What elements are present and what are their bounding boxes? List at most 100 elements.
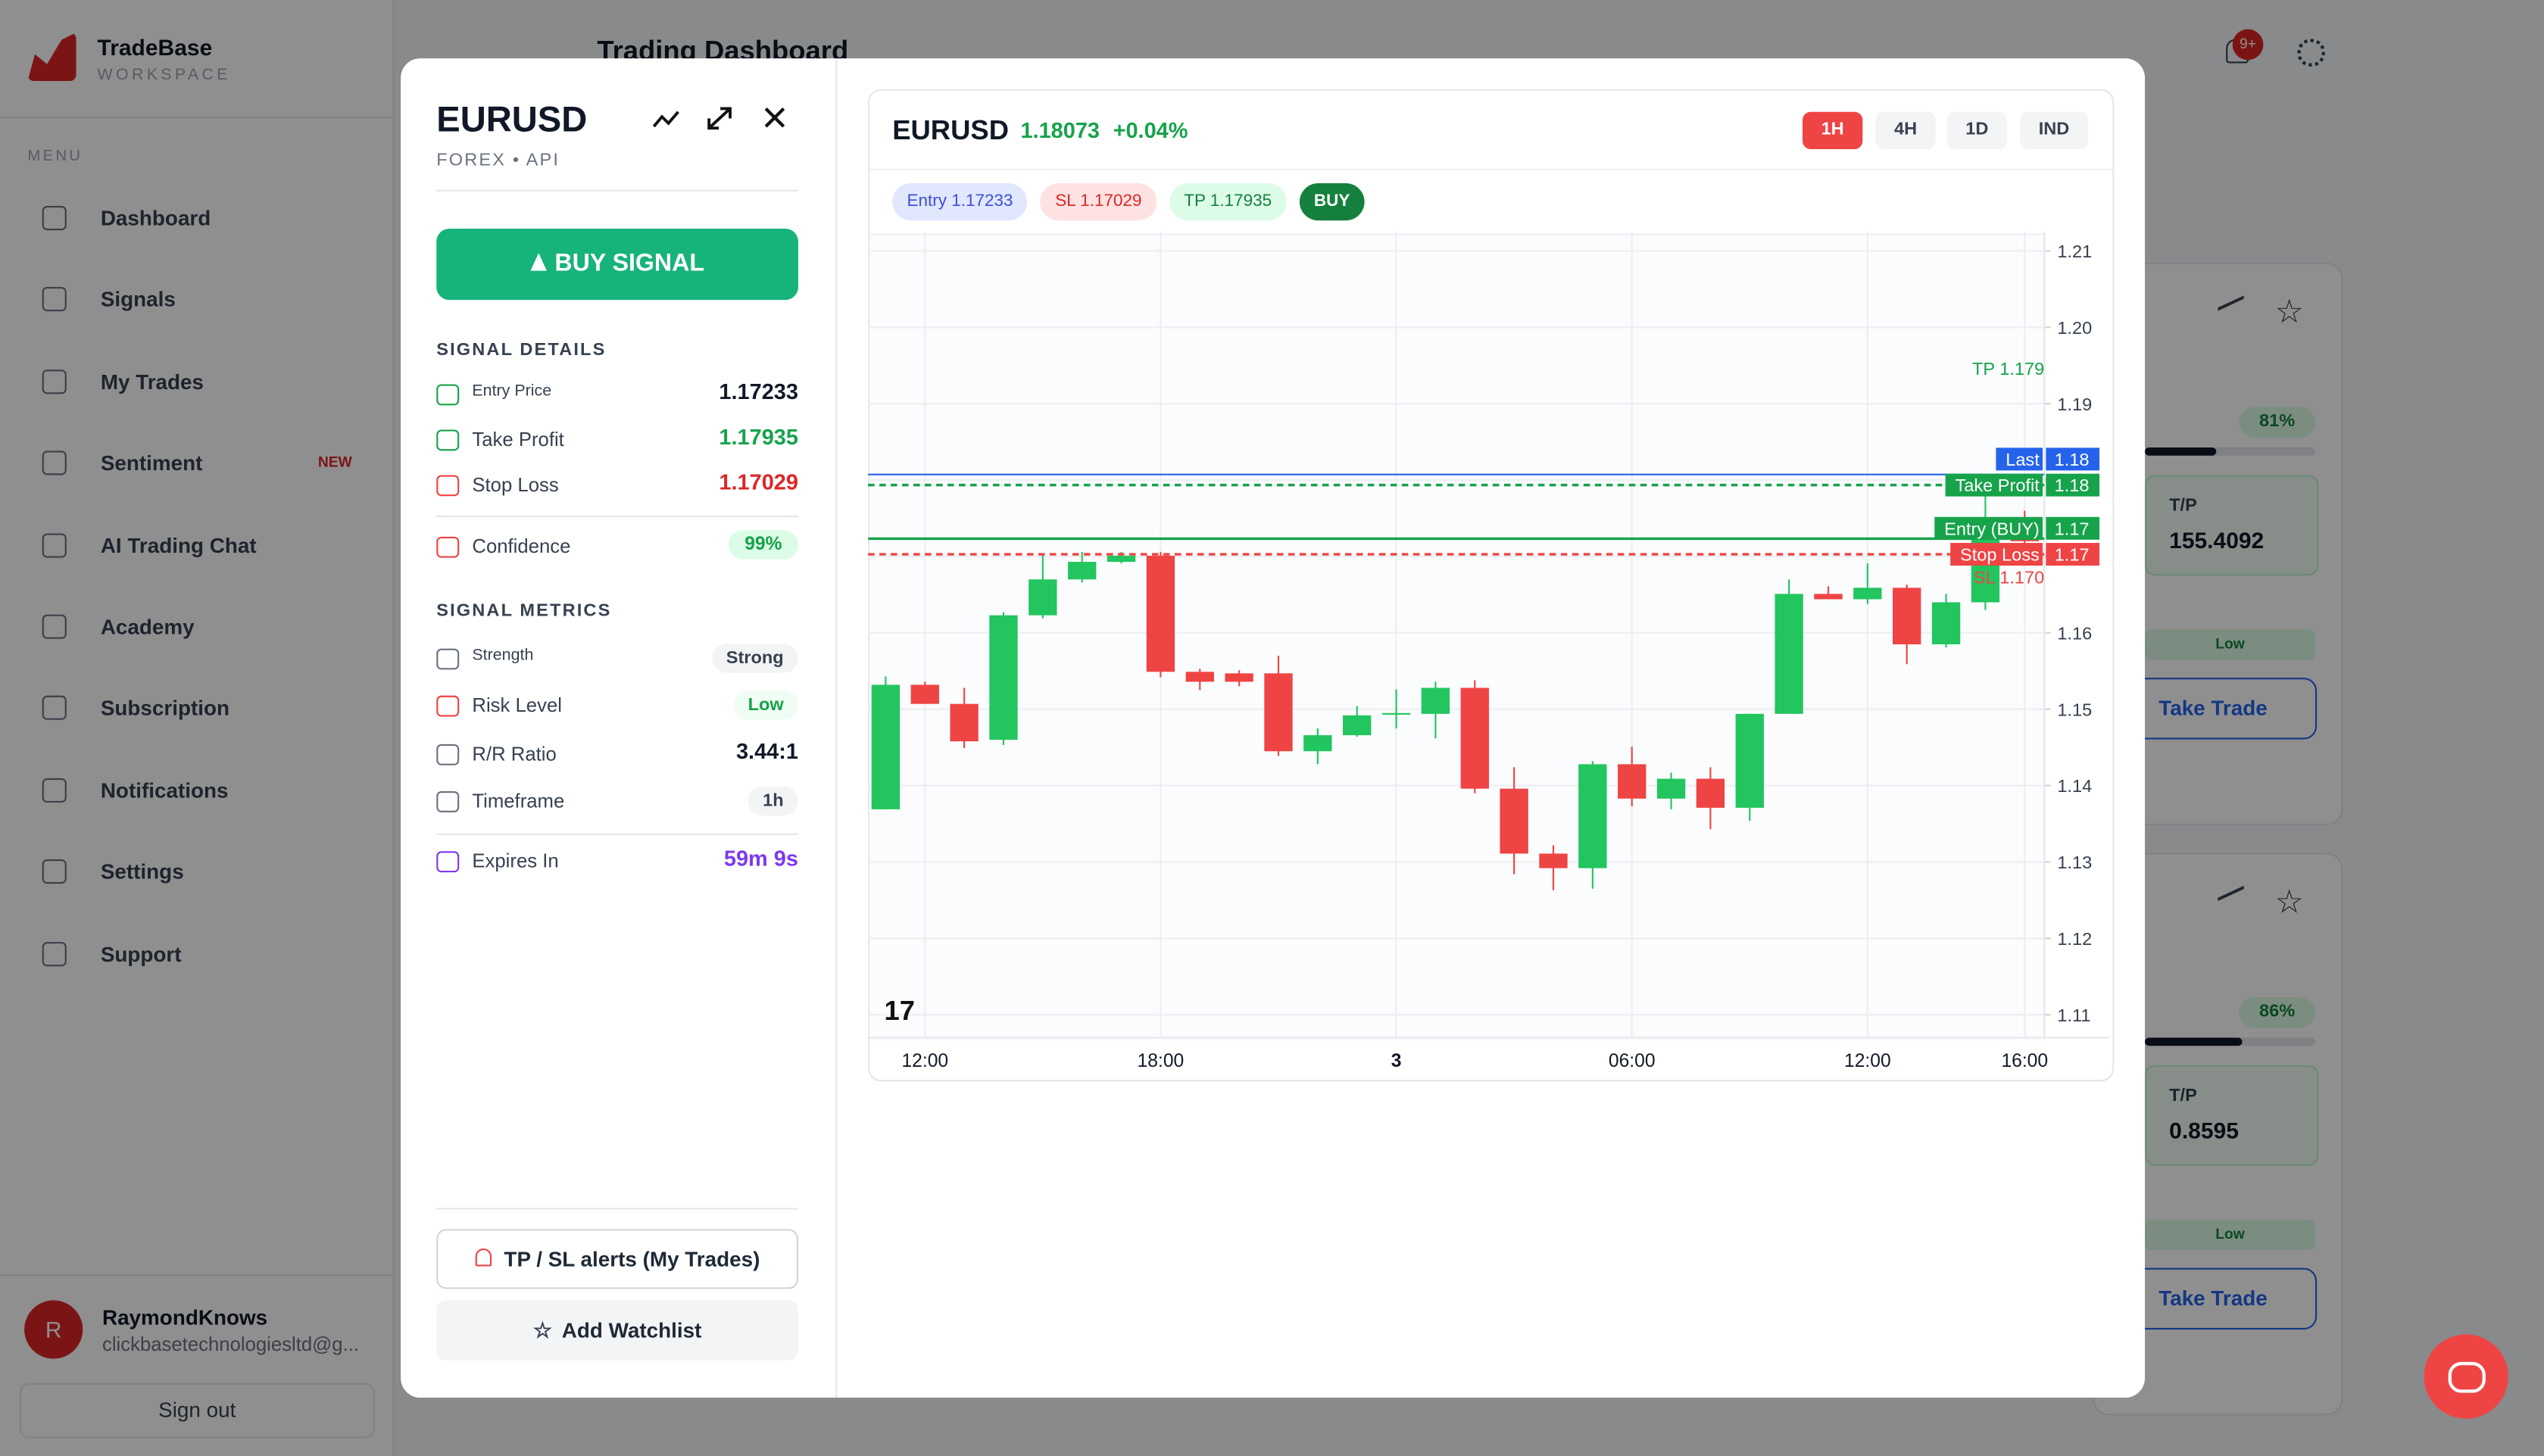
price-label-name: Take Profit [1956, 475, 2040, 495]
menu-item[interactable]: Signals [100, 287, 176, 312]
trend-icon[interactable] [652, 111, 679, 128]
take-trade-button[interactable]: Take Trade [2109, 678, 2318, 740]
sign-out-button[interactable]: Sign out [19, 1383, 375, 1439]
signal-panel: EURUSD FOREX • API BUY SIGNAL SIGNAL DET… [401, 58, 838, 1398]
menu-item[interactable]: My Trades [100, 369, 204, 394]
divider [0, 117, 393, 119]
candle-body [1421, 687, 1450, 714]
price-label-value: 1.17 [2055, 519, 2090, 538]
menu-icon [42, 532, 67, 557]
price-label-bg [1945, 473, 2043, 497]
candle-body [1264, 673, 1293, 752]
menu-icon [42, 451, 67, 475]
timeframe-button[interactable]: 1D [1946, 111, 2007, 150]
row-label: Confidence [472, 535, 571, 558]
tags: Entry 1.17233 SL 1.17029 TP 1.17935 BUY [892, 182, 1378, 221]
row-icon [436, 429, 460, 451]
row-icon [436, 790, 460, 812]
avatar: R [24, 1300, 83, 1359]
percent-pill: 86% [2239, 996, 2315, 1028]
watchlist-button[interactable]: ☆ Add Watchlist [436, 1300, 798, 1361]
expand-icon[interactable] [707, 107, 732, 130]
x-tick-label: 12:00 [1844, 1051, 1891, 1071]
menu-icon [42, 287, 67, 312]
candlestick-chart: 1.21 1.20 1.19 1.18 1.17 1.16 1.15 1.14 1.13 1.12… [868, 232, 2109, 1071]
menu-icon [42, 941, 67, 966]
buy-signal-button[interactable]: BUY SIGNAL [436, 228, 798, 301]
divider [0, 1274, 393, 1277]
chat-button[interactable] [2424, 1334, 2508, 1419]
row-label: Timeframe [472, 789, 565, 812]
menu-item[interactable]: Dashboard [100, 205, 211, 231]
row-label: Stop Loss [472, 473, 559, 497]
alerts-label: TP / SL alerts (My Trades) [504, 1246, 760, 1271]
menu-item[interactable]: AI Trading Chat [100, 532, 257, 557]
row-icon [436, 648, 460, 670]
menu-badge: NEW [317, 454, 352, 471]
row-icon [436, 384, 460, 406]
y-tick-label: 1.19 [2057, 394, 2092, 414]
level-tag: BUY [1299, 182, 1365, 221]
menu-item[interactable]: Subscription [100, 696, 230, 721]
level-tag: Entry 1.17233 [892, 182, 1028, 221]
close-icon[interactable] [764, 107, 785, 128]
row-icon [436, 744, 460, 765]
menu-icon [42, 614, 67, 639]
tp-box [2145, 475, 2319, 576]
menu-icon [42, 859, 67, 884]
x-tick-label: 3 [1391, 1051, 1402, 1071]
row-value: Strong [711, 644, 798, 673]
candle-body [1578, 764, 1607, 868]
level-tag: SL 1.17029 [1040, 182, 1157, 221]
price-label-value: 1.18 [2055, 450, 2090, 469]
tp-value: 155.4092 [2169, 526, 2265, 553]
timeframe-button[interactable]: IND [2020, 111, 2089, 150]
divider [436, 189, 798, 192]
row-value: Low [733, 691, 798, 721]
timeframe-button[interactable]: 1H [1803, 111, 1863, 150]
risk-pill: Low [2145, 1219, 2315, 1251]
menu-item[interactable]: Support [100, 941, 182, 966]
y-tick-label: 1.13 [2057, 853, 2092, 872]
menu-item[interactable]: Settings [100, 859, 184, 884]
buy-signal-label: BUY SIGNAL [554, 249, 704, 278]
price-value-bg [2046, 543, 2100, 566]
menu-item[interactable]: Sentiment [100, 451, 203, 475]
star-icon: ☆ [2274, 885, 2304, 921]
row-value: 1.17029 [719, 470, 798, 495]
timeframe-button[interactable]: 4H [1875, 111, 1936, 150]
x-tick-label: 16:00 [2001, 1051, 2048, 1071]
tradingview-logo: 17 [885, 995, 916, 1026]
price-label-value: 1.18 [2055, 475, 2090, 495]
notification-badge: 9+ [2232, 29, 2264, 61]
symbol: EURUSD [436, 98, 588, 140]
alerts-button[interactable]: TP / SL alerts (My Trades) [436, 1229, 798, 1289]
row-value: 1.17935 [719, 425, 798, 450]
chat-icon [2448, 1361, 2486, 1393]
settings-icon[interactable] [2297, 39, 2325, 67]
y-tick-label: 1.16 [2057, 623, 2092, 643]
menu-icon [42, 696, 67, 721]
plot-background [869, 233, 2046, 1041]
row-label: Risk Level [472, 694, 562, 718]
menu-label: MENU [27, 147, 83, 166]
row-label: R/R Ratio [472, 741, 557, 765]
candle-body [1343, 715, 1372, 736]
progress-fill [2145, 447, 2217, 456]
change: +0.04% [1113, 118, 1188, 143]
user-email: clickbasetechnologiesltd@g... [101, 1333, 360, 1356]
candle-body [1107, 555, 1136, 563]
y-tick-label: 1.20 [2057, 318, 2092, 338]
price-value-bg [2046, 447, 2100, 471]
y-tick-label: 1.11 [2057, 1005, 2090, 1025]
candle-body [871, 684, 901, 809]
brand-sub: WORKSPACE [97, 66, 231, 85]
candle-body [1735, 713, 1764, 808]
menu-item[interactable]: Notifications [100, 778, 229, 803]
candle-body [1893, 588, 1921, 644]
x-tick-label: 18:00 [1138, 1051, 1185, 1071]
metrics-title: SIGNAL METRICS [436, 601, 612, 622]
menu-item[interactable]: Academy [100, 614, 195, 639]
tp-label: T/P [2169, 496, 2197, 516]
